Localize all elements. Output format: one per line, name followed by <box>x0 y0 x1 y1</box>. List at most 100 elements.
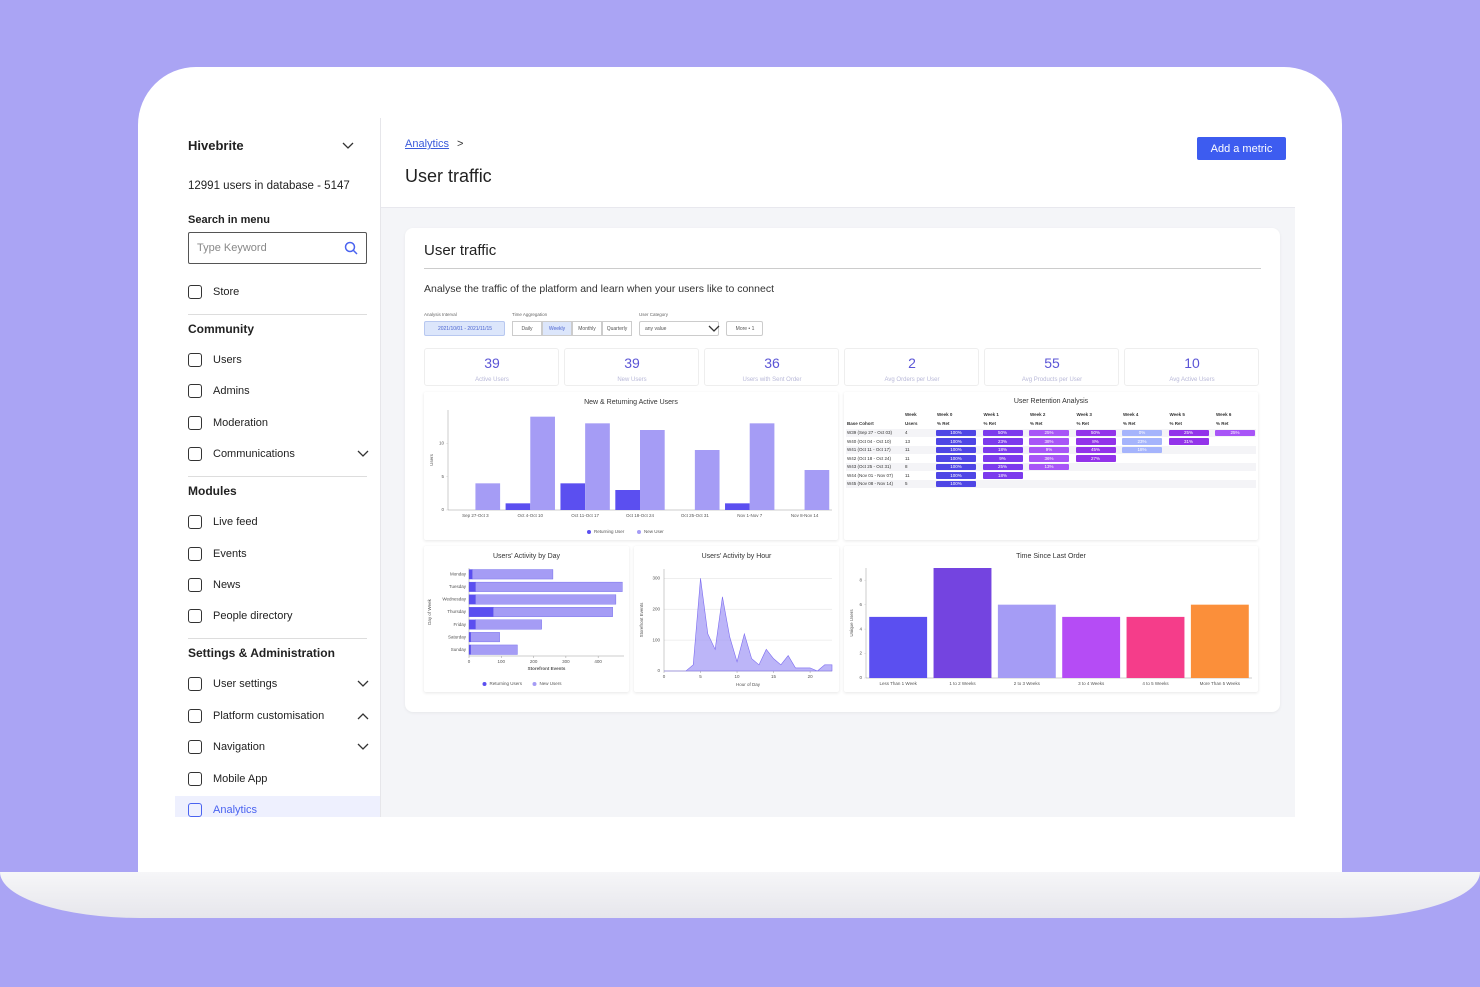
retention-value: 50% <box>997 430 1008 435</box>
bar <box>1190 604 1249 678</box>
column-header: Base Cohort <box>847 421 874 426</box>
y-tick-label: 4 <box>859 626 862 631</box>
y-tick-label: Friday <box>453 622 466 627</box>
kpi-value: 2 <box>908 355 916 371</box>
table-row <box>846 471 1256 480</box>
retention-pill <box>982 438 1023 445</box>
retention-value: 25% <box>1044 430 1054 435</box>
breadcrumb-link[interactable]: Analytics <box>405 138 450 150</box>
y-tick-label: 2 <box>859 651 862 656</box>
bar <box>725 503 750 510</box>
x-tick-label: 1 to 2 Weeks <box>949 681 976 686</box>
kpi-value: 39 <box>624 355 640 371</box>
menu-item[interactable]: People directory <box>213 610 293 623</box>
filter-label: User Category <box>639 312 669 317</box>
bar <box>933 568 992 678</box>
x-tick-label: Oct 25-Oct 31 <box>681 513 710 518</box>
x-tick-label: 20 <box>808 674 814 679</box>
search-input[interactable]: Type Keyword <box>188 232 367 264</box>
menu-item[interactable]: Admins <box>213 385 250 398</box>
y-tick-label: 0 <box>859 675 862 680</box>
chart-panel: New & Returning Active Users 0 5 10 Users Sep… <box>424 392 838 540</box>
card-title: User traffic <box>424 242 497 259</box>
menu-item[interactable]: Analytics <box>213 804 258 816</box>
y-axis-label: Storefront Events <box>639 602 644 638</box>
more-filters[interactable]: More • 1 <box>726 321 763 336</box>
menu-item[interactable]: News <box>213 579 241 591</box>
menu-icon <box>188 384 202 399</box>
y-axis-label: Day of Week <box>427 598 432 624</box>
aggregation-option[interactable]: Quarterly <box>602 321 632 336</box>
retention-value: 23% <box>997 438 1008 444</box>
menu-item[interactable]: Mobile App <box>213 772 268 785</box>
retention-value: 100% <box>950 472 962 478</box>
aggregation-option[interactable]: Monthly <box>572 321 602 336</box>
search-icon-handle <box>352 249 358 255</box>
retention-value: 50% <box>1090 430 1101 435</box>
menu-item[interactable]: Live feed <box>213 516 258 529</box>
x-tick-label: 4 to 5 Weeks <box>1142 681 1169 686</box>
retention-value: 25% <box>1230 430 1240 435</box>
legend-swatch <box>482 682 487 686</box>
aggregation-label: Monthly <box>578 326 596 332</box>
retention-value: 38% <box>1044 438 1054 444</box>
bar <box>470 644 518 655</box>
menu-divider <box>188 476 367 478</box>
y-tick-label: 0 <box>657 668 660 673</box>
bar <box>475 483 501 510</box>
kpi-label: Active Users <box>475 377 509 383</box>
ret-header: % Ret <box>983 421 997 426</box>
menu-icon <box>188 447 202 462</box>
retention-value: 0% <box>1138 430 1146 435</box>
retention-value: 18% <box>1137 447 1147 452</box>
menu-item[interactable]: Store <box>213 286 240 298</box>
retention-pill <box>1029 455 1069 462</box>
bar <box>475 594 617 605</box>
retention-value: 31% <box>1183 438 1194 444</box>
add-metric-button[interactable]: Add a metric <box>1197 137 1286 160</box>
retention-value: 8% <box>1092 438 1099 444</box>
chart-panel: Users' Activity by Hour 0 100 200 300 0 5 10 15 2… <box>634 546 839 692</box>
app-window: Hivebrite 12991 users in database - 5147 S… <box>175 118 1295 817</box>
menu-item[interactable]: User settings <box>213 678 278 691</box>
search-label: Search in menu <box>188 214 270 226</box>
menu-item[interactable]: Navigation <box>213 741 265 754</box>
x-tick-label: Nov 8-Nov 14 <box>791 513 819 518</box>
search-icon-ring <box>344 241 356 253</box>
legend-label: New User <box>644 529 664 534</box>
retention-value: 18% <box>997 447 1008 452</box>
y-tick-label: 8 <box>859 577 862 582</box>
x-tick-label: Oct 18-Oct 24 <box>626 513 655 518</box>
category-select[interactable]: any value <box>639 321 720 336</box>
bar <box>869 616 928 678</box>
filter-label: Analysis Interval <box>424 312 457 317</box>
cohort-users: 5 <box>905 481 908 486</box>
bar <box>468 569 473 580</box>
menu-item[interactable]: Moderation <box>213 416 269 429</box>
main-header: Analytics > User traffic Add a metric <box>381 118 1295 208</box>
retention-pill <box>936 429 976 437</box>
aggregation-option[interactable]: Daily <box>512 321 542 336</box>
menu-item[interactable]: Platform customisation <box>213 709 325 722</box>
cohort-label: W40 (Oct 04 - Oct 10) <box>847 438 892 444</box>
x-tick-label: Sep 27-Oct 3 <box>462 513 489 518</box>
y-tick-label: 10 <box>439 441 445 446</box>
bar <box>804 470 830 510</box>
menu-item[interactable]: Events <box>213 547 247 560</box>
menu-item[interactable]: Communications <box>213 448 295 461</box>
kpi-tile: 10 Avg Active Users <box>1124 348 1259 386</box>
aggregation-option[interactable]: Weekly <box>542 321 572 336</box>
legend-label: Returning Users <box>490 681 523 686</box>
menu-item[interactable]: Users <box>213 354 242 366</box>
x-tick-label: Oct 11-Oct 17 <box>571 513 599 518</box>
interval-picker[interactable]: 2021/10/01 - 2021/11/15 <box>424 321 505 336</box>
retention-pill <box>982 455 1023 462</box>
x-tick-label: Less Than 1 Week <box>879 681 917 686</box>
y-tick-label: Sunday <box>451 647 467 652</box>
x-tick-label: 0 <box>468 659 471 664</box>
chart-title: Users' Activity by Hour <box>702 553 772 560</box>
kpi-tile: 36 Users with Sent Order <box>704 348 839 386</box>
bar <box>468 644 471 655</box>
bar <box>468 607 494 617</box>
retention-pill <box>1122 429 1162 437</box>
